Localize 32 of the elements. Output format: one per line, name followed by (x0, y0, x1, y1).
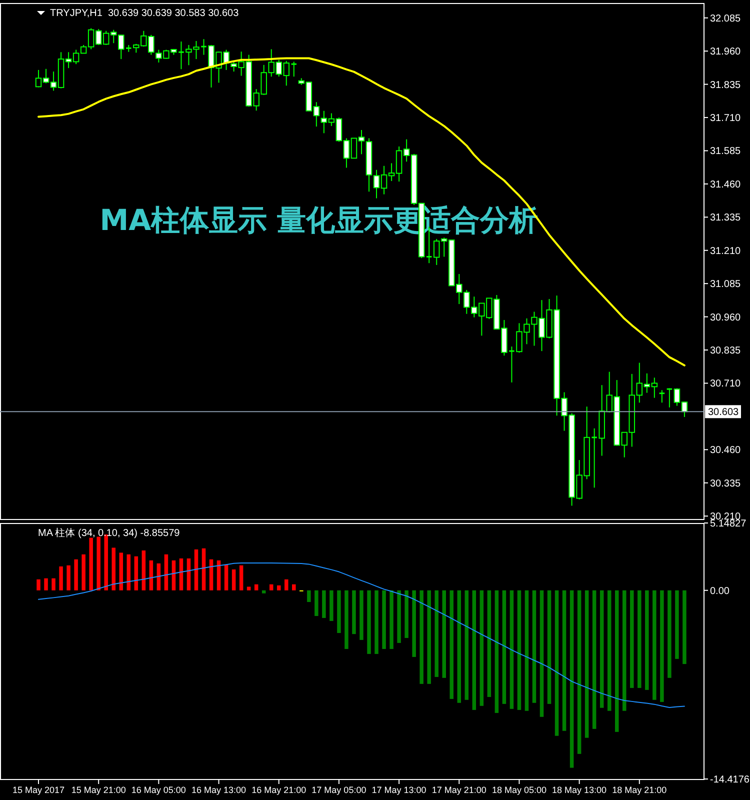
x-tick-label: 15 May 21:00 (71, 785, 126, 795)
y-tick-label: 31.835 (710, 80, 742, 91)
x-tick-label: 15 May 2017 (12, 785, 65, 795)
y-tick-label: 31.210 (710, 246, 742, 257)
text: TRYJPY,H1 30.639 30.639 30.583 30.603 (50, 8, 240, 19)
y-tick-label: 30.335 (710, 478, 742, 490)
y-tick-label: 31.585 (710, 146, 742, 158)
annotation: MA柱体显示 量化显示更适合分析 (100, 203, 538, 238)
y-tick-label: 31.960 (710, 46, 742, 58)
y-tick-label: 31.460 (710, 179, 742, 190)
line-series (38, 562, 685, 708)
y-tick-label: 31.335 (710, 212, 742, 224)
x-tick-label: 18 May 05:00 (492, 785, 546, 795)
y-tick-label: 31.085 (710, 279, 742, 290)
y-tick-label: 31.710 (710, 113, 742, 124)
y-tick-label: -14.4176 (710, 774, 750, 786)
y-tick-label: 30.835 (710, 346, 742, 357)
x-tick-label: 16 May 21:00 (252, 785, 306, 795)
x-tick-label: 17 May 05:00 (312, 785, 366, 795)
y-tick-label: 0.00 (710, 586, 730, 597)
y-tick-label: 30.710 (710, 378, 742, 390)
text: MA 柱体 (34, 0.10, 34) -8.85579 (38, 527, 180, 539)
x-tick-label: 16 May 13:00 (192, 785, 246, 795)
ref-line-label: 30.603 (708, 407, 740, 418)
x-tick-label: 16 May 05:00 (131, 785, 186, 795)
x-tick-label: 18 May 13:00 (552, 785, 607, 795)
x-tick-label: 17 May 21:00 (432, 785, 486, 795)
y-tick-label: 30.460 (710, 445, 742, 456)
y-tick-label: 30.960 (710, 312, 742, 324)
x-tick-label: 18 May 21:00 (612, 785, 667, 795)
x-tick-label: 17 May 13:00 (372, 785, 426, 795)
y-tick-label: 32.085 (710, 13, 742, 24)
